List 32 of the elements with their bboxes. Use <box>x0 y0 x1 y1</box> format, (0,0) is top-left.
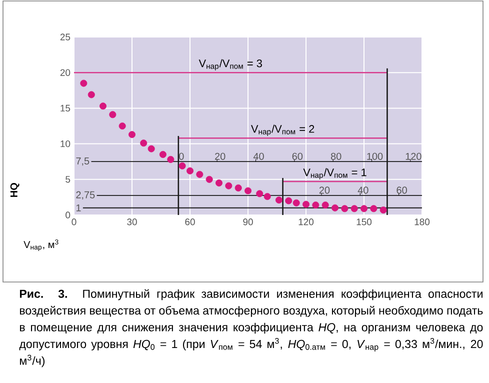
annotation: 100 <box>367 152 383 160</box>
y-tick-label: 5 <box>66 176 70 183</box>
y-tick-label: 0 <box>66 212 70 218</box>
text: Рис. 3. Поминутный график зависимости изменения коэффициента опасности воздействия вещества от объема атмосферного воздуха, который необходимо подать в помещение для снижения значения коэффициента HQ, на организм человека до допустимого уровня HQ$_{0}$ = 1 (при V$_{пом}$ = 54 м$^{3}$, HQ$_{0.атм}$ = 0, V$_{нар}$ = 0,33 м$^{3}$/мин., 20 м$^{3}$/ч) <box>19 289 483 368</box>
y-tick-label: 15 <box>60 104 70 112</box>
annotation: 0 <box>179 152 184 160</box>
annotation: 40 <box>358 186 368 194</box>
x-axis-title: V$_{нар}$, м$^{3}$ <box>24 240 58 251</box>
y-axis-title: HQ <box>10 183 20 197</box>
x-tick-label: 120 <box>298 218 314 226</box>
series-label: V$_{нар}$/V$_{пом}$ = 2 <box>251 124 314 136</box>
annotation: 40 <box>253 152 264 160</box>
annotation: 20 <box>319 186 330 194</box>
annotation: 60 <box>292 152 303 160</box>
series-label: V$_{нар}$/V$_{пом}$ = 1 <box>303 168 366 180</box>
y-tick-label: 20 <box>60 69 70 76</box>
y-tick-label: 25 <box>60 34 70 40</box>
series-label: V$_{нар}$/V$_{пом}$ = 3 <box>198 59 262 70</box>
x-tick-label: 30 <box>127 218 137 226</box>
ref-line-label: 1 <box>76 204 81 212</box>
x-tick-label: 180 <box>414 218 430 226</box>
x-tick-label: 0 <box>72 218 76 226</box>
annotation: 120 <box>406 152 422 160</box>
annotation: 60 <box>396 186 407 194</box>
x-tick-label: 150 <box>356 218 372 226</box>
x-tick-label: 60 <box>185 218 195 226</box>
x-tick-label: 90 <box>243 218 253 226</box>
ref-line-label: 7,5 <box>76 158 90 166</box>
ref-line-label: 2,75 <box>76 191 95 200</box>
annotation: 80 <box>330 152 342 160</box>
annotation: 20 <box>215 152 226 160</box>
y-tick-label: 10 <box>60 140 70 148</box>
